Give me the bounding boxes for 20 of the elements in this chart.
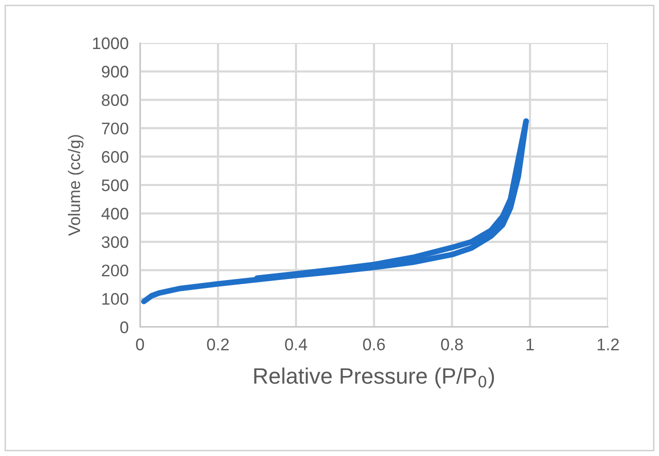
y-tick-label: 700 <box>102 122 128 134</box>
y-tick-label: 100 <box>102 293 128 305</box>
y-tick-label: 900 <box>102 66 128 78</box>
x-tick-label: 0 <box>136 338 144 350</box>
x-tick-label: 0.8 <box>441 338 463 350</box>
y-tick-label: 0 <box>120 321 128 334</box>
x-tick-label: 1.2 <box>598 338 619 350</box>
x-tick-label: 0.2 <box>207 338 229 350</box>
y-tick-label: 200 <box>102 264 128 276</box>
y-tick-label: 400 <box>101 208 128 220</box>
y-tick-label: 600 <box>102 151 128 163</box>
y-tick-label: 300 <box>102 236 128 248</box>
x-tick-label: 0.6 <box>363 338 385 350</box>
y-tick-label: 1000 <box>93 37 128 50</box>
y-tick-label: 500 <box>102 179 128 192</box>
x-axis-title: Relative Pressure (P/P$_{0}$) <box>254 368 494 388</box>
x-tick-label: 0.4 <box>285 338 308 350</box>
y-tick-label: 800 <box>102 94 128 106</box>
y-axis-title: Volume (cc/g) <box>68 135 84 236</box>
x-tick-label: 1 <box>526 338 534 350</box>
